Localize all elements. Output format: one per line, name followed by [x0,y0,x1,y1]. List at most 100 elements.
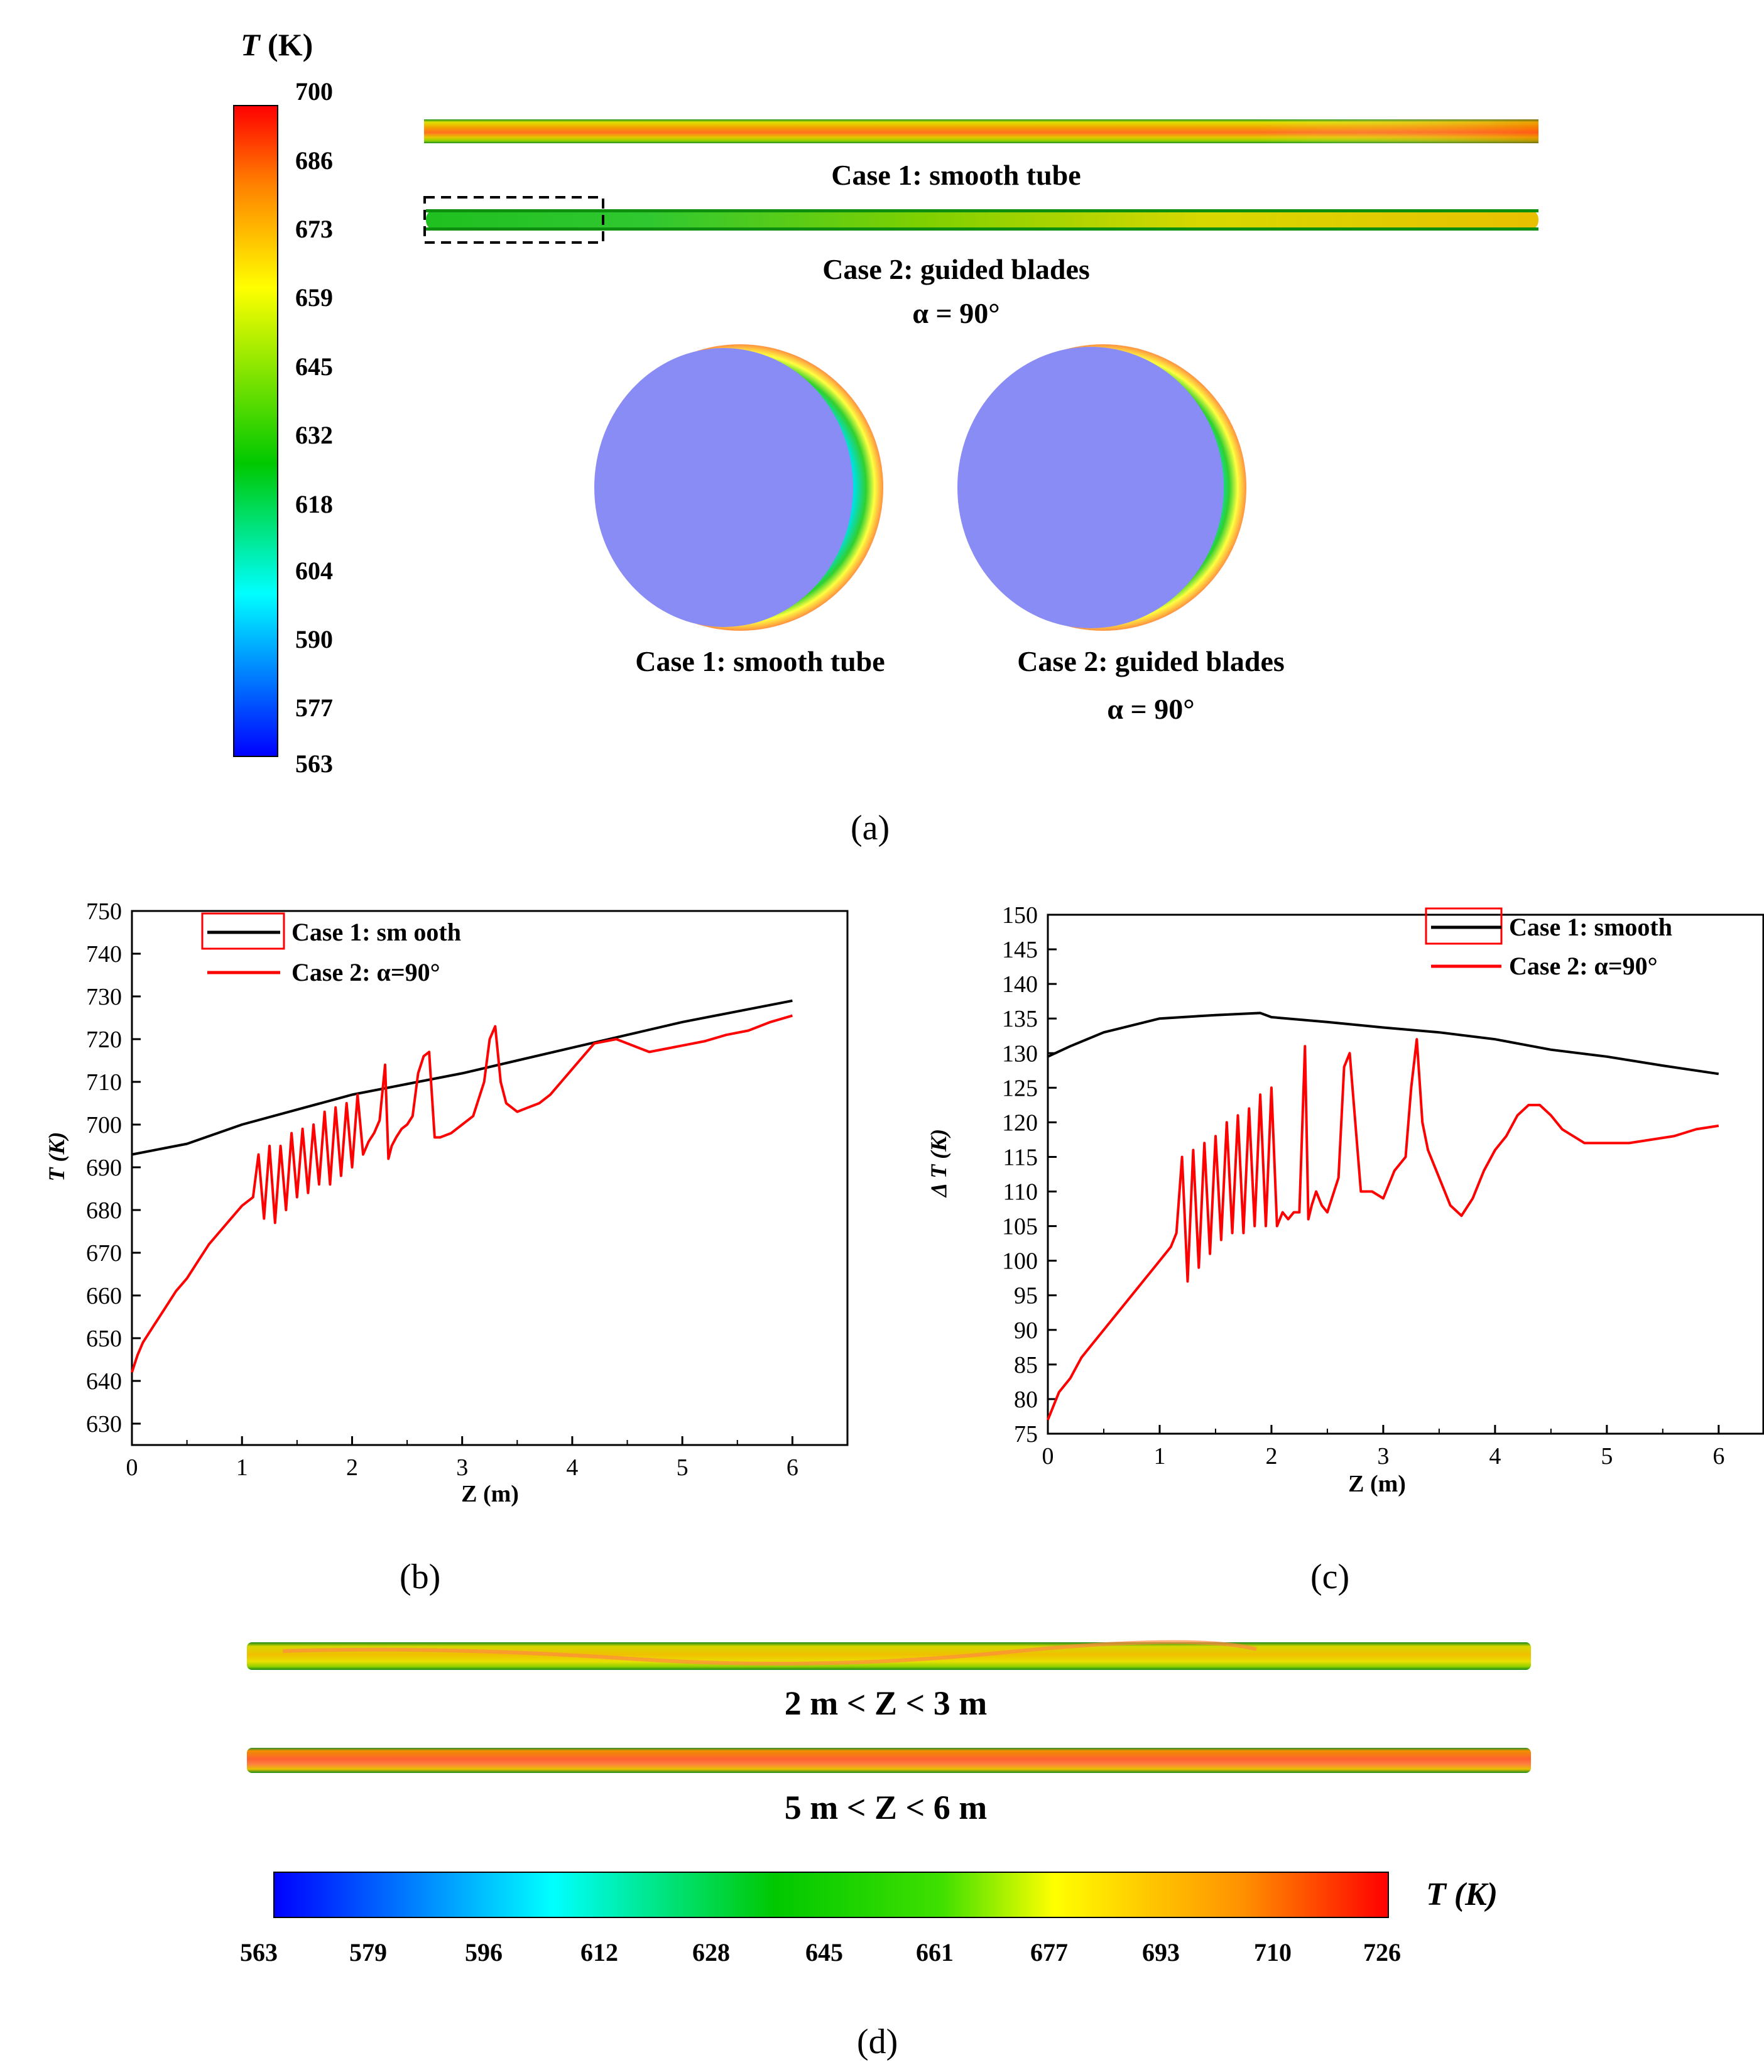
y-tick-label: 150 [1002,902,1038,929]
x-tick-label: 1 [1153,1443,1165,1469]
colorbar-d-tick: 612 [580,1938,618,1966]
colorbar-a-tick: 673 [295,215,333,243]
series-line-1 [1047,1011,1719,1076]
y-tick-label: 130 [1002,1040,1038,1067]
series-line-1 [131,999,793,1156]
y-tick-label: 145 [1002,937,1038,963]
y-tick-label: 90 [1014,1317,1038,1344]
y-tick-label: 125 [1002,1075,1038,1101]
cross1-label: Case 1: smooth tube [635,645,885,677]
y-tick-label: 80 [1014,1387,1038,1413]
tube-case2-top-edge [426,209,1538,212]
legend-c-case1-label: Case 1: smooth [1509,913,1672,941]
x-tick-label: 4 [1489,1443,1501,1469]
x-tick-label: 1 [236,1454,248,1481]
caption-a: (a) [851,809,890,848]
x-tick-label: 6 [787,1454,798,1481]
colorbar-a-tick: 659 [295,283,333,312]
colorbar-d-tick: 596 [465,1938,503,1966]
colorbar-d-tick: 726 [1363,1938,1401,1966]
tube-case2-bottom-edge [426,227,1538,231]
colorbar-a-tick: 632 [295,421,333,449]
colorbar-horizontal [273,1872,1389,1918]
colorbar-a-tick: 604 [295,557,333,585]
chart-c-legend [1425,907,1503,968]
colorbar-a-tick: 618 [295,490,333,518]
x-tick-label: 3 [1377,1443,1389,1469]
tube2-label: Case 2: guided blades [822,253,1090,285]
y-tick-label: 750 [86,898,122,925]
chart-b-axes: 0 1 2 3 4 5 6 630 640 650 660 670 680 690 700 710 720 730… [86,898,849,1481]
colorbar-vertical [233,105,278,757]
colorbar-d-tick: 645 [805,1938,843,1966]
colorbar-a-tick: 563 [295,750,333,778]
y-tick-label: 690 [86,1155,122,1181]
tube2-sublabel: α = 90° [912,297,1000,329]
chart-b-legend [201,912,285,974]
caption-d: (d) [857,2022,898,2061]
tube-d2-label: 5 m < Z < 6 m [784,1789,988,1826]
colorbar-d-title: T (K) [1426,1877,1498,1912]
y-tick-label: 115 [1003,1144,1038,1170]
colorbar-a-tick: 577 [295,694,333,722]
x-tick-label: 5 [1601,1443,1613,1469]
x-tick-label: 0 [1042,1443,1054,1469]
y-tick-label: 650 [86,1326,122,1352]
caption-c: (c) [1310,1557,1350,1596]
x-tick-label: 6 [1712,1443,1724,1469]
y-tick-label: 135 [1002,1006,1038,1032]
x-tick-label: 2 [346,1454,358,1481]
caption-b: (b) [400,1557,441,1596]
colorbar-d-tick: 661 [916,1938,954,1966]
inlet-highlight-box [423,196,604,244]
series-line-2 [131,1014,793,1373]
y-tick-label: 100 [1002,1248,1038,1275]
colorbar-d-tick: 693 [1142,1938,1180,1966]
tube1-label: Case 1: smooth tube [831,159,1081,191]
y-tick-label: 140 [1002,971,1038,998]
colorbar-d-tick: 628 [692,1938,730,1966]
y-tick-label: 640 [86,1368,122,1395]
tube-d-2-3m-hotspot [282,1640,1257,1666]
colorbar-a-tick: 645 [295,352,333,381]
cross2-label: Case 2: guided blades [1017,645,1285,677]
y-tick-label: 660 [86,1283,122,1309]
y-tick-label: 700 [86,1112,122,1138]
colorbar-a-title: T (K) [241,27,313,62]
y-tick-label: 670 [86,1240,122,1267]
legend-b-box-marker [201,912,285,950]
y-tick-label: 740 [86,941,122,968]
series-line-2 [1047,1038,1719,1420]
y-tick-label: 75 [1014,1421,1038,1448]
y-tick-label: 710 [86,1069,122,1096]
tube-d1-label: 2 m < Z < 3 m [784,1684,988,1722]
x-tick-label: 0 [126,1454,138,1481]
colorbar-a-tick: 700 [295,77,333,106]
y-tick-label: 630 [86,1411,122,1437]
tube-d-5-6m [247,1748,1531,1773]
colorbar-d-tick: 710 [1254,1938,1292,1966]
y-tick-label: 720 [86,1027,122,1053]
y-tick-label: 680 [86,1197,122,1224]
chart-c-xlabel: Z (m) [1348,1471,1406,1497]
x-tick-label: 2 [1265,1443,1277,1469]
cross-section-case2 [957,344,1246,631]
y-tick-label: 85 [1014,1352,1038,1378]
chart-b-ylabel: T (K) [44,1131,69,1182]
y-tick-label: 95 [1014,1283,1038,1309]
tube-d-2-3m [247,1642,1531,1670]
chart-b-xlabel: Z (m) [461,1481,519,1507]
cross2-sublabel: α = 90° [1107,693,1195,725]
legend-c-case2-label: Case 2: α=90° [1509,952,1658,980]
legend-b-case1-label: Case 1: sm ooth [291,918,461,946]
colorbar-d-tick: 677 [1030,1938,1068,1966]
colorbar-a-tick: 686 [295,146,333,175]
colorbar-d-tick: 563 [240,1938,278,1966]
tube-case1-overlay [424,119,1538,143]
x-tick-label: 5 [677,1454,689,1481]
y-tick-label: 105 [1002,1214,1038,1240]
y-tick-label: 110 [1003,1179,1038,1206]
chart-c-ylabel: Δ T (K) [926,1128,951,1197]
x-tick-label: 3 [456,1454,468,1481]
